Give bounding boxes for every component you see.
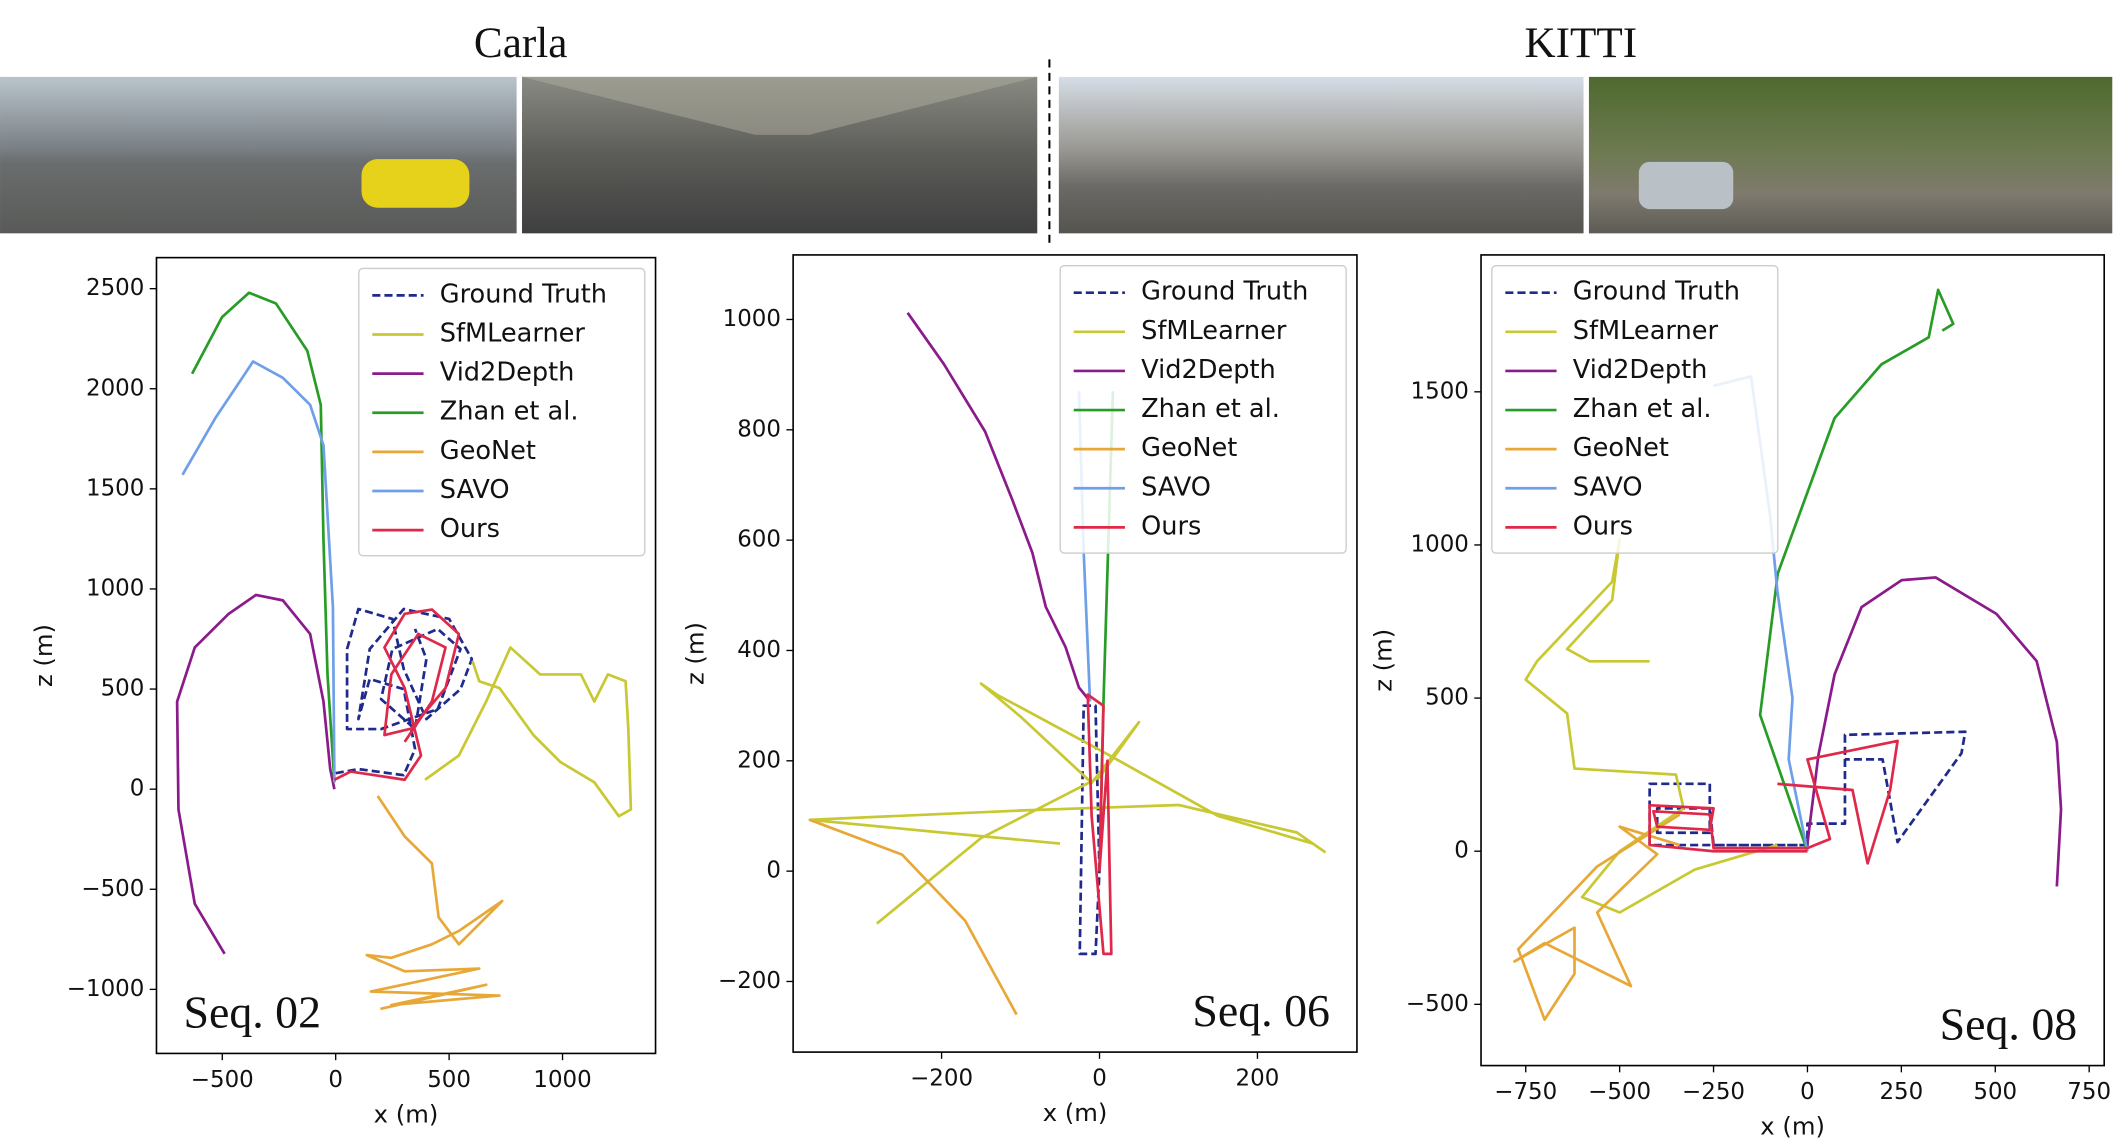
y-tick-label: 1000: [86, 575, 144, 601]
sequence-label: Seq. 02: [183, 987, 321, 1038]
x-axis-label: x (m): [1043, 1098, 1108, 1127]
legend-label: Vid2Depth: [1573, 355, 1708, 385]
legend-label: Ours: [1573, 511, 1633, 541]
x-axis-label: x (m): [374, 1099, 439, 1128]
y-tick-label: 0: [766, 858, 781, 884]
y-axis-label: z (m): [680, 622, 709, 685]
x-tick-label: 1000: [533, 1067, 591, 1093]
y-tick-label: −500: [81, 876, 144, 902]
tunnel-ceiling: [522, 76, 1038, 135]
legend-label: Vid2Depth: [1141, 355, 1276, 385]
trajectory-line: [1078, 704, 1101, 956]
y-tick-label: 1000: [1411, 531, 1469, 557]
legend-label: Ground Truth: [440, 279, 607, 309]
legend-label: GeoNet: [1573, 433, 1669, 463]
trajectory-line: [1758, 288, 1955, 852]
x-axis-label: x (m): [1760, 1112, 1825, 1141]
legend-label: GeoNet: [440, 436, 536, 466]
y-axis-label: z (m): [1368, 629, 1397, 692]
car-shape: [1638, 161, 1734, 210]
sequence-label: Seq. 08: [1940, 999, 2078, 1050]
x-tick-label: 500: [427, 1067, 471, 1093]
trajectory-line: [365, 795, 504, 1011]
legend-label: SfMLearner: [1573, 316, 1719, 346]
y-tick-label: 0: [130, 776, 145, 802]
axes-frame: [1480, 254, 2106, 1067]
trajectory-line: [906, 312, 1092, 703]
legend-label: Zhan et al.: [1141, 394, 1280, 424]
legend-label: Ground Truth: [1573, 277, 1740, 307]
x-tick-label: −500: [191, 1067, 254, 1093]
y-tick-label: 500: [1425, 685, 1469, 711]
trajectory-line: [1524, 537, 1778, 914]
trajectory-line: [809, 818, 1018, 1016]
legend-label: Zhan et al.: [440, 397, 579, 427]
y-tick-label: 1500: [1411, 378, 1469, 404]
scene-image: [0, 76, 517, 234]
scene-image: [1058, 76, 1584, 234]
x-tick-label: 0: [328, 1067, 343, 1093]
x-tick-label: −500: [1588, 1079, 1651, 1105]
y-tick-label: 1000: [723, 306, 781, 332]
x-tick-label: 500: [1973, 1079, 2017, 1105]
legend-label: SAVO: [1573, 472, 1643, 502]
y-tick-label: −500: [1406, 991, 1469, 1017]
legend-box: [1059, 265, 1347, 554]
y-tick-label: 1500: [86, 475, 144, 501]
y-axis-label: z (m): [29, 624, 58, 687]
legend-label: SfMLearner: [440, 319, 586, 349]
trajectory-line: [1513, 813, 1681, 1021]
legend-box: [358, 267, 646, 557]
y-tick-label: 2500: [86, 275, 144, 301]
y-tick-label: 2000: [86, 375, 144, 401]
dataset-label: KITTI: [1525, 20, 1638, 67]
y-tick-label: −200: [718, 968, 781, 994]
trajectory-line: [1806, 576, 2063, 887]
trajectory-line: [181, 360, 336, 783]
legend-label: SAVO: [440, 475, 510, 505]
x-tick-label: −750: [1494, 1079, 1557, 1105]
y-tick-label: 600: [737, 527, 781, 553]
trajectory-line: [1086, 693, 1113, 956]
car-shape: [361, 159, 470, 208]
y-tick-label: 200: [737, 747, 781, 773]
trajectory-line: [333, 608, 461, 782]
x-tick-label: −200: [910, 1066, 973, 1092]
legend-label: Vid2Depth: [440, 358, 575, 388]
x-tick-label: 0: [1800, 1079, 1815, 1105]
legend-label: SfMLearner: [1141, 316, 1287, 346]
series-group: [175, 291, 633, 1011]
legend-label: Zhan et al.: [1573, 394, 1712, 424]
legend-box: [1491, 265, 1779, 554]
trajectory-line: [424, 646, 633, 818]
legend-label: GeoNet: [1141, 433, 1237, 463]
trajectory-line: [808, 682, 1326, 925]
y-tick-label: 0: [1454, 838, 1469, 864]
y-tick-label: 500: [101, 676, 145, 702]
trajectory-line: [175, 593, 336, 955]
legend-label: SAVO: [1141, 472, 1211, 502]
x-tick-label: 200: [1236, 1066, 1280, 1092]
x-tick-label: 250: [1879, 1079, 1923, 1105]
sequence-label: Seq. 06: [1192, 985, 1330, 1036]
axes-frame: [155, 256, 657, 1055]
x-tick-label: −250: [1682, 1079, 1745, 1105]
dataset-label: Carla: [474, 20, 567, 67]
legend-label: Ours: [1141, 511, 1201, 541]
scene-image: [1588, 76, 2113, 234]
x-tick-label: 0: [1092, 1066, 1107, 1092]
y-tick-label: −1000: [67, 976, 145, 1002]
legend-label: Ours: [440, 514, 500, 544]
axes-frame: [792, 254, 1358, 1053]
x-tick-label: 750: [2067, 1079, 2111, 1105]
y-tick-label: 800: [737, 416, 781, 442]
legend-label: Ground Truth: [1141, 277, 1308, 307]
trajectory-line: [1648, 739, 1899, 865]
trajectory-line: [190, 291, 336, 783]
trajectory-line: [335, 607, 474, 777]
y-tick-label: 400: [737, 637, 781, 663]
